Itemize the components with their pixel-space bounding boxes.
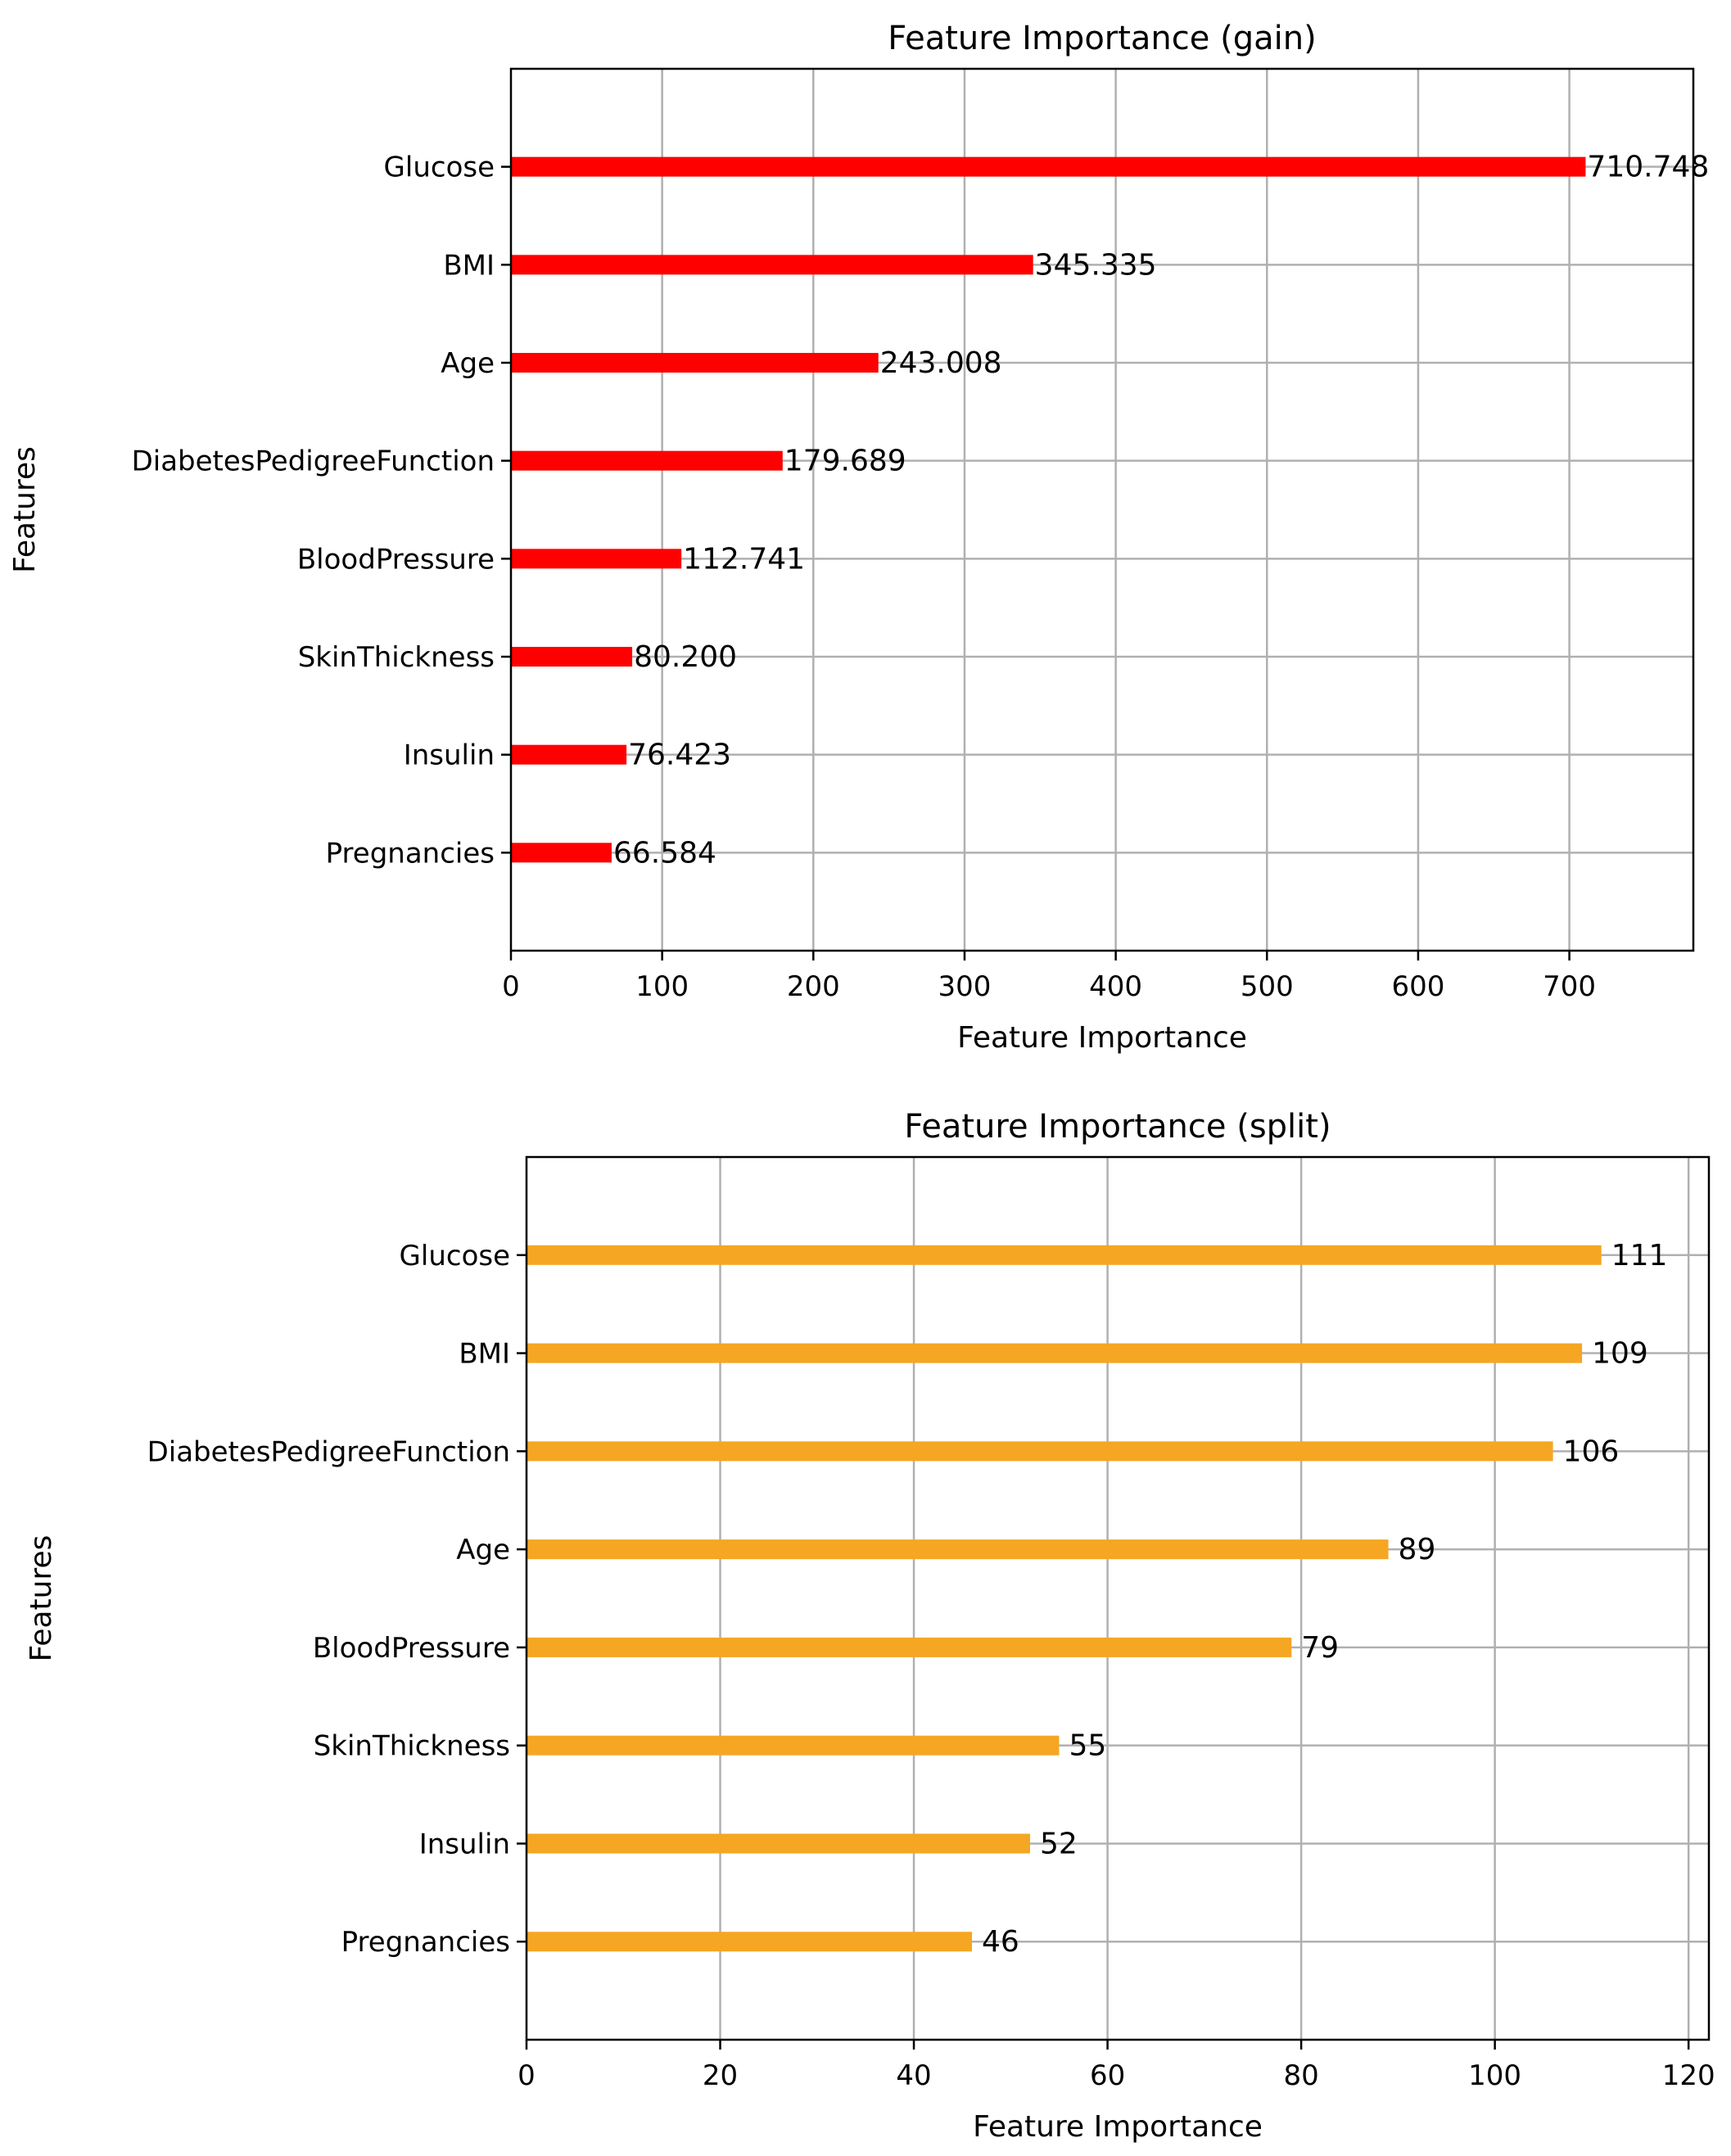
gain-plot-frame <box>509 67 1695 952</box>
split-bar-DiabetesPedigreeFunction <box>527 1441 1553 1462</box>
split-value-label-DiabetesPedigreeFunction: 106 <box>1563 1435 1620 1468</box>
split-x-axis-label: Feature Importance <box>973 2110 1263 2144</box>
split-y-tick-label-Insulin: Insulin <box>419 1828 510 1860</box>
gain-bar-DiabetesPedigreeFunction <box>511 450 783 471</box>
gain-gridlines <box>511 69 1693 951</box>
gain-x-tick-label-700: 700 <box>1543 970 1596 1003</box>
split-bar-BMI <box>527 1343 1583 1363</box>
gain-y-tick-label-DiabetesPedigreeFunction: DiabetesPedigreeFunction <box>132 445 495 478</box>
gain-y-tick-label-Insulin: Insulin <box>404 739 495 772</box>
split-gridlines <box>527 1157 1709 2040</box>
gain-x-tick-label-200: 200 <box>787 970 840 1003</box>
split-bar-BloodPressure <box>527 1637 1292 1657</box>
split-y-tick-label-Glucose: Glucose <box>400 1240 510 1272</box>
gain-y-tick-label-BloodPressure: BloodPressure <box>297 543 495 576</box>
split-value-label-Insulin: 52 <box>1040 1827 1078 1860</box>
split-value-label-SkinThickness: 55 <box>1069 1729 1106 1763</box>
split-bars <box>527 1245 1602 1952</box>
split-bar-SkinThickness <box>527 1735 1060 1756</box>
gain-bar-Pregnancies <box>511 843 612 863</box>
split-x-tick-label-20: 20 <box>703 2059 738 2092</box>
gain-x-axis-label: Feature Importance <box>957 1021 1247 1055</box>
split-chart: 0 20 40 60 80 100 120 Glucose BMI DiabetesPedigr… <box>25 1108 1715 2144</box>
split-bar-Age <box>527 1539 1389 1560</box>
split-bar-Glucose <box>527 1245 1602 1265</box>
gain-value-label-BloodPressure: 112.741 <box>683 542 805 576</box>
split-y-tick-label-SkinThickness: SkinThickness <box>314 1730 510 1763</box>
gain-y-tick-label-BMI: BMI <box>443 249 495 282</box>
gain-value-label-DiabetesPedigreeFunction: 179.689 <box>784 445 906 478</box>
split-x-tick-label-100: 100 <box>1468 2059 1521 2092</box>
split-y-tick-label-BloodPressure: BloodPressure <box>313 1632 510 1665</box>
gain-x-tick-label-300: 300 <box>938 970 992 1003</box>
split-plot-frame <box>525 1155 1711 2041</box>
split-x-tick-label-60: 60 <box>1090 2059 1125 2092</box>
gain-x-tick-label-100: 100 <box>635 970 689 1003</box>
split-chart-title: Feature Importance (split) <box>904 1108 1331 1146</box>
gain-chart-title: Feature Importance (gain) <box>888 20 1316 57</box>
split-y-tick-label-DiabetesPedigreeFunction: DiabetesPedigreeFunction <box>147 1435 510 1468</box>
gain-value-label-SkinThickness: 80.200 <box>634 640 737 674</box>
gain-value-label-Glucose: 710.748 <box>1587 151 1709 184</box>
gain-x-tick-label-500: 500 <box>1241 970 1294 1003</box>
gain-bar-BloodPressure <box>511 549 682 569</box>
split-bar-Insulin <box>527 1833 1030 1854</box>
gain-bar-BMI <box>511 255 1033 275</box>
split-value-labels: 111 109 106 89 79 55 52 46 <box>982 1239 1667 1959</box>
gain-bar-Glucose <box>511 156 1586 177</box>
split-x-tick-label-120: 120 <box>1662 2059 1715 2092</box>
gain-y-axis-label: Features <box>8 446 42 573</box>
gain-bar-Age <box>511 353 879 373</box>
gain-x-tick-label-400: 400 <box>1089 970 1142 1003</box>
gain-bar-Insulin <box>511 744 627 765</box>
split-value-label-Pregnancies: 46 <box>982 1925 1019 1959</box>
split-y-tick-label-BMI: BMI <box>459 1338 510 1371</box>
split-value-label-BMI: 109 <box>1592 1337 1648 1371</box>
split-x-ticks: 0 20 40 60 80 100 120 <box>517 2040 1715 2092</box>
split-bar-Pregnancies <box>527 1932 973 1952</box>
gain-x-tick-label-600: 600 <box>1391 970 1444 1003</box>
split-x-tick-label-80: 80 <box>1283 2059 1318 2092</box>
gain-value-label-Insulin: 76.423 <box>628 739 731 772</box>
gain-y-tick-label-Age: Age <box>441 347 495 380</box>
gain-y-ticks: Glucose BMI Age DiabetesPedigreeFunction Blo… <box>132 151 511 870</box>
gain-value-label-Pregnancies: 66.584 <box>613 836 716 870</box>
gain-chart: 0 100 200 300 400 500 600 700 Glucose BMI Age Diab… <box>8 20 1709 1055</box>
gain-value-labels: 710.748 345.335 243.008 179.689 112.741 80.20… <box>613 151 1709 870</box>
split-y-tick-label-Pregnancies: Pregnancies <box>341 1926 510 1959</box>
split-x-tick-label-40: 40 <box>896 2059 931 2092</box>
split-y-ticks: Glucose BMI DiabetesPedigreeFunction Age Blo… <box>147 1240 527 1959</box>
split-value-label-Glucose: 111 <box>1611 1239 1668 1272</box>
split-x-tick-label-0: 0 <box>517 2059 536 2092</box>
split-y-tick-label-Age: Age <box>456 1534 510 1566</box>
gain-bar-SkinThickness <box>511 647 633 667</box>
gain-value-label-Age: 243.008 <box>880 346 1002 380</box>
gain-x-ticks: 0 100 200 300 400 500 600 700 <box>502 951 1596 1003</box>
gain-y-tick-label-Glucose: Glucose <box>384 151 495 184</box>
gain-y-tick-label-SkinThickness: SkinThickness <box>298 641 495 674</box>
gain-y-tick-label-Pregnancies: Pregnancies <box>326 837 495 870</box>
split-y-axis-label: Features <box>25 1535 58 1662</box>
gain-bars <box>511 156 1586 863</box>
gain-value-label-BMI: 345.335 <box>1035 248 1157 282</box>
split-value-label-BloodPressure: 79 <box>1301 1631 1339 1665</box>
gain-x-tick-label-0: 0 <box>502 970 520 1003</box>
split-value-label-Age: 89 <box>1399 1533 1436 1566</box>
